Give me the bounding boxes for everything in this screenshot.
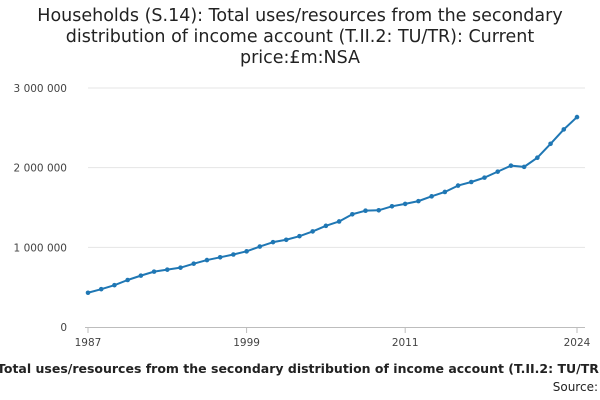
x-tick-label: 1987 <box>75 337 102 349</box>
data-point[interactable] <box>416 198 421 204</box>
x-axis <box>85 327 585 333</box>
chart-title: Households (S.14): Total uses/resources … <box>0 6 600 69</box>
data-point[interactable] <box>257 244 263 249</box>
data-point[interactable] <box>244 249 249 254</box>
grid-lines <box>88 87 585 248</box>
y-axis-tick-labels: 0 1 000 000 2 000 000 3 000 000 <box>14 83 67 334</box>
data-point[interactable] <box>204 257 210 263</box>
data-point[interactable] <box>297 233 302 239</box>
data-point[interactable] <box>125 277 130 283</box>
x-axis-tick-labels: 1987 1999 2011 2024 <box>75 337 591 349</box>
data-point[interactable] <box>376 207 382 213</box>
data-point[interactable] <box>217 254 223 260</box>
series-title: Total uses/resources from the secondary … <box>0 361 600 376</box>
data-point[interactable] <box>336 219 342 224</box>
data-point[interactable] <box>85 290 91 296</box>
data-point[interactable] <box>151 269 157 274</box>
chart-title-line-3: price:£m:NSA <box>239 48 361 68</box>
data-point[interactable] <box>191 261 197 266</box>
data-point[interactable] <box>283 237 289 243</box>
data-point[interactable] <box>482 175 487 180</box>
data-point[interactable] <box>98 286 104 292</box>
y-tick-label: 1 000 000 <box>14 242 67 254</box>
data-point[interactable] <box>310 229 315 234</box>
data-point[interactable] <box>455 183 461 188</box>
x-tick-label: 2011 <box>392 337 419 349</box>
data-point[interactable] <box>323 223 329 229</box>
data-point[interactable] <box>350 211 355 217</box>
data-points <box>85 114 580 296</box>
data-point[interactable] <box>402 201 408 207</box>
data-point[interactable] <box>468 179 474 185</box>
data-point[interactable] <box>389 204 395 209</box>
x-tick-label: 2024 <box>564 337 591 349</box>
y-tick-label: 2 000 000 <box>14 163 67 175</box>
data-point[interactable] <box>561 127 567 132</box>
series-line <box>87 116 578 294</box>
data-point[interactable] <box>164 267 170 272</box>
data-point[interactable] <box>495 169 501 174</box>
data-point[interactable] <box>548 141 553 147</box>
data-point[interactable] <box>178 265 183 270</box>
chart-title-line-2: distribution of income account (T.II.2: … <box>65 27 535 47</box>
x-tick-label: 1999 <box>233 337 260 349</box>
y-tick-label: 3 000 000 <box>14 83 67 95</box>
y-tick-label: 0 <box>60 322 67 334</box>
chart-title-line-1: Households (S.14): Total uses/resources … <box>37 6 563 26</box>
data-point[interactable] <box>138 273 144 278</box>
data-point[interactable] <box>429 194 434 199</box>
data-point[interactable] <box>231 252 236 257</box>
series-layer <box>87 116 578 294</box>
data-point[interactable] <box>574 114 580 120</box>
data-point[interactable] <box>521 164 527 170</box>
data-point[interactable] <box>442 189 448 195</box>
data-point[interactable] <box>535 155 540 161</box>
data-point[interactable] <box>363 208 368 213</box>
data-point[interactable] <box>112 282 117 288</box>
source-label: Source: <box>552 380 598 394</box>
data-point[interactable] <box>270 239 276 245</box>
data-point[interactable] <box>508 163 514 168</box>
